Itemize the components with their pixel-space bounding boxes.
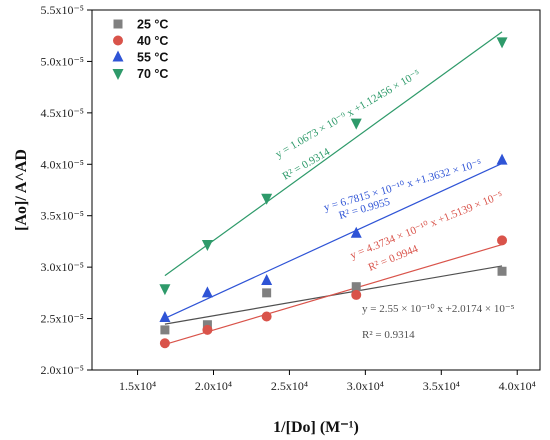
legend-entry-label: 40 °C — [137, 34, 168, 48]
x-tick-label: 2.0x10⁴ — [195, 379, 232, 393]
fit-lines — [164, 31, 503, 346]
triangle-down-marker — [201, 240, 213, 252]
y-tick-label: 4.0x10⁻⁵ — [40, 157, 84, 171]
circle-marker — [202, 324, 213, 335]
circle-marker — [351, 289, 362, 300]
x-tick-label: 3.0x10⁴ — [347, 379, 384, 393]
y-tick-label: 2.5x10⁻⁵ — [40, 312, 84, 326]
x-tick-label: 2.5x10⁴ — [271, 379, 308, 393]
y-tick-label: 5.5x10⁻⁵ — [40, 3, 84, 17]
axes: 1.5x10⁴ 2.0x10⁴ 2.5x10⁴ 3.0x10⁴ 3.5x10⁴ 4.0x1… — [40, 3, 535, 393]
legend-entry-label: 70 °C — [137, 67, 168, 81]
r-squared-label: R² = 0.9314 — [362, 329, 415, 341]
x-tick-label: 1.5x10⁴ — [119, 379, 156, 393]
plot-frame — [91, 9, 541, 371]
circle-marker — [159, 338, 170, 349]
square-marker — [497, 266, 507, 276]
triangle-down-marker — [261, 193, 273, 205]
y-tick-label: 5.0x10⁻⁵ — [40, 54, 84, 68]
square-marker — [160, 325, 170, 335]
triangle-up-marker — [112, 50, 124, 62]
fit-line — [164, 162, 503, 319]
fit-line — [164, 243, 503, 346]
y-tick-label: 4.5x10⁻⁵ — [40, 106, 84, 120]
triangle-down-marker — [496, 37, 508, 49]
y-tick-label: 3.5x10⁻⁵ — [40, 209, 84, 223]
fit-equation: y = 1.0673 × 10⁻⁹ x +1.12456 × 10⁻⁵ — [274, 68, 423, 161]
legend: 25 °C 40 °C 55 °C 70 °C — [112, 18, 168, 81]
circle-marker — [113, 35, 123, 46]
legend-entry-label: 55 °C — [137, 51, 168, 65]
x-axis-title: 1/[Do] (M⁻¹) — [273, 419, 359, 436]
y-tick-label: 2.0x10⁻⁵ — [40, 363, 84, 377]
triangle-down-marker — [112, 69, 124, 80]
square-marker — [202, 320, 212, 330]
data-markers — [159, 37, 508, 349]
triangle-down-marker — [350, 118, 362, 130]
y-axis-title: [Ao]/ A^AD — [13, 149, 30, 231]
square-marker — [262, 288, 272, 298]
triangle-up-marker — [496, 153, 508, 165]
triangle-up-marker — [350, 226, 362, 238]
fit-line — [164, 31, 503, 277]
equation-annotations: y = 2.55 × 10⁻¹⁰ x +2.0174 × 10⁻⁵ R² = 0.… — [274, 68, 515, 341]
triangle-down-marker — [159, 284, 171, 296]
square-marker — [113, 19, 123, 29]
x-tick-label: 4.0x10⁴ — [499, 379, 536, 393]
plot-area — [91, 9, 541, 371]
y-tick-label: 3.0x10⁻⁵ — [40, 260, 84, 274]
circle-marker — [497, 235, 508, 246]
triangle-up-marker — [201, 286, 213, 298]
legend-entry-label: 25 °C — [137, 18, 168, 32]
square-marker — [351, 282, 361, 292]
circle-marker — [261, 311, 272, 322]
triangle-up-marker — [159, 311, 171, 323]
triangle-up-marker — [261, 274, 273, 286]
fit-equation: y = 2.55 × 10⁻¹⁰ x +2.0174 × 10⁻⁵ — [362, 303, 515, 315]
axis-titles: 1/[Do] (M⁻¹) [Ao]/ A^AD — [13, 149, 359, 436]
x-tick-label: 3.5x10⁴ — [423, 379, 460, 393]
